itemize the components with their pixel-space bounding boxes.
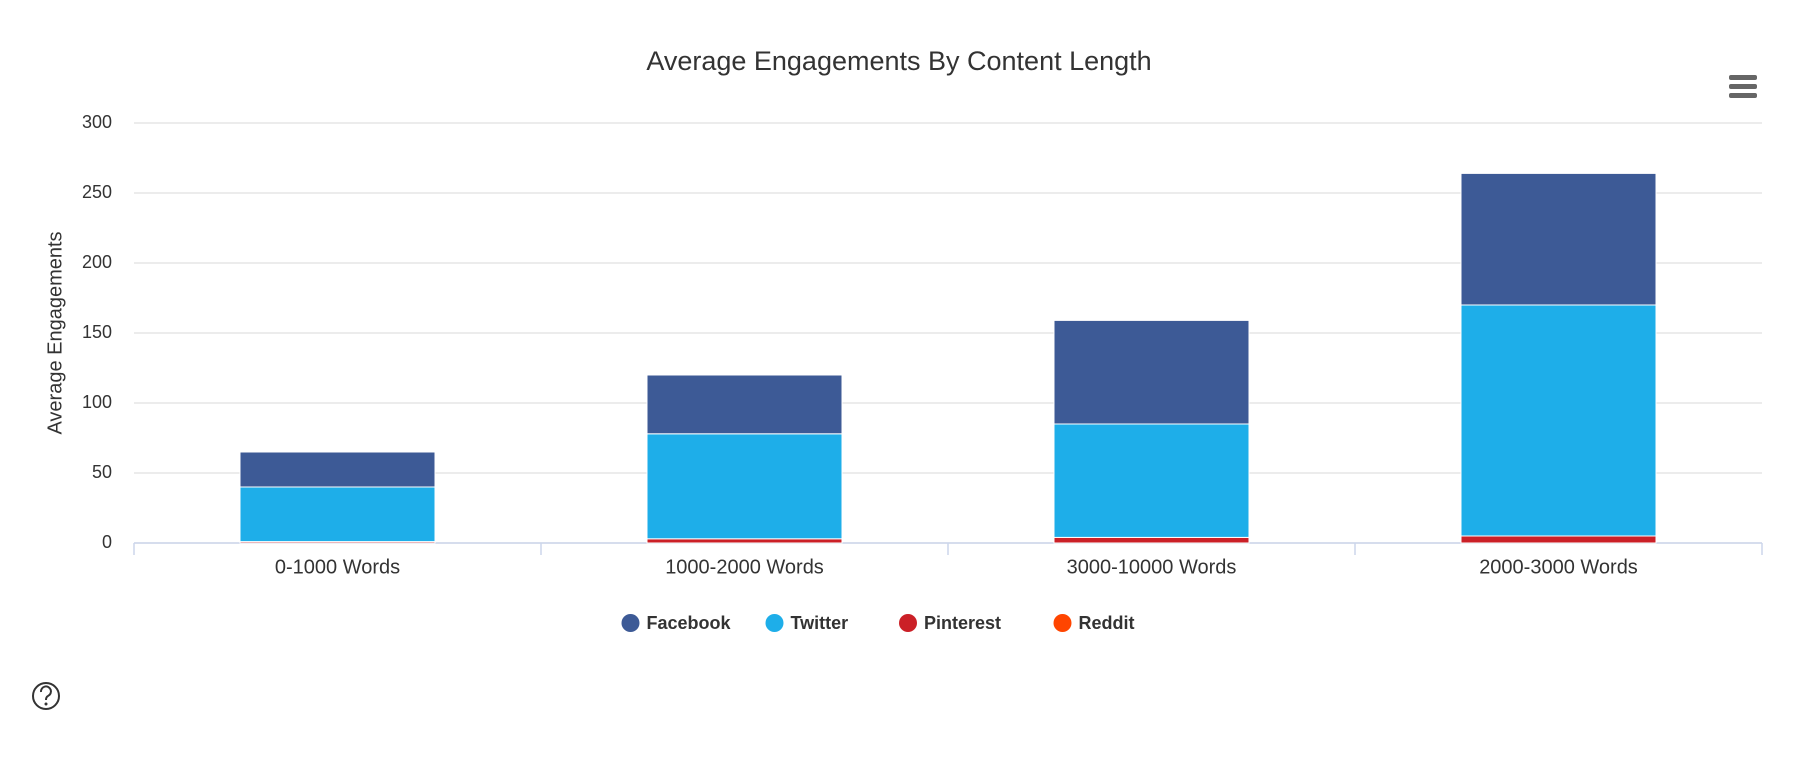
x-tick-label: 3000-10000 Words xyxy=(1067,556,1237,578)
bar-segment xyxy=(1460,535,1657,544)
y-tick-label: 300 xyxy=(82,112,112,132)
y-tick-label: 50 xyxy=(92,462,112,482)
legend-label: Pinterest xyxy=(924,613,1001,633)
legend-marker xyxy=(621,614,640,632)
y-tick-label: 200 xyxy=(82,252,112,272)
menu-bar xyxy=(1729,75,1757,80)
bar-segment xyxy=(646,433,843,540)
x-tick-label: 0-1000 Words xyxy=(275,556,400,578)
bar-segment xyxy=(646,374,843,435)
bar-segment xyxy=(1460,304,1657,537)
x-tick-label: 1000-2000 Words xyxy=(665,556,824,578)
y-axis-label: Average Engagements xyxy=(44,231,66,434)
bar-segment xyxy=(1460,172,1657,306)
legend-label: Reddit xyxy=(1079,613,1135,633)
help-mark xyxy=(40,685,52,701)
y-tick-label: 0 xyxy=(102,532,112,552)
menu-button[interactable] xyxy=(1729,75,1757,98)
menu-bar xyxy=(1729,93,1757,98)
y-tick-label: 100 xyxy=(82,392,112,412)
chart-title: Average Engagements By Content Length xyxy=(646,46,1151,76)
legend-marker xyxy=(765,614,784,632)
help-dot xyxy=(44,702,48,706)
y-tick-label: 150 xyxy=(82,322,112,342)
bar-segment xyxy=(646,538,843,544)
help-circle xyxy=(32,682,60,710)
menu-bar xyxy=(1729,84,1757,89)
help-icon[interactable] xyxy=(32,682,60,710)
legend-label: Facebook xyxy=(647,613,732,633)
bar-segment xyxy=(239,451,436,488)
legend-marker xyxy=(899,614,917,632)
bar-segment xyxy=(239,486,436,543)
bar-segment xyxy=(1053,423,1250,538)
legend-label: Twitter xyxy=(791,613,849,633)
legend-marker xyxy=(1053,614,1072,632)
bar-segment xyxy=(1053,319,1250,425)
y-tick-label: 250 xyxy=(82,182,112,202)
x-tick-label: 2000-3000 Words xyxy=(1479,556,1638,578)
bar-segment xyxy=(1053,536,1250,544)
